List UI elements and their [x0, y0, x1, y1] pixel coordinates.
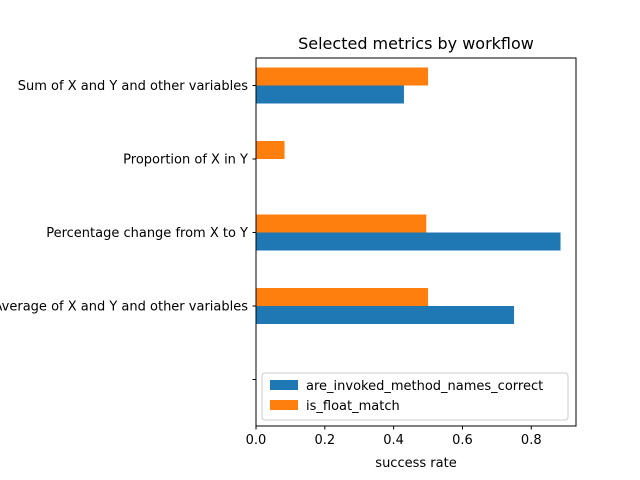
legend-label: are_invoked_method_names_correct: [306, 379, 543, 394]
x-tick-label: 0.0: [246, 433, 267, 448]
bar-is-float-match-3: [256, 288, 429, 306]
y-axis: Sum of X and Y and other variables Propor…: [0, 79, 256, 380]
x-axis: 0.0 0.2 0.4 0.6 0.8: [246, 426, 542, 448]
bar-are-invoked-method-names-correct-3: [256, 306, 515, 324]
bars-group: [256, 67, 561, 324]
legend-swatch: [270, 380, 298, 390]
x-tick-label: 0.4: [383, 433, 404, 448]
bar-are-invoked-method-names-correct-2: [256, 232, 561, 251]
bar-is-float-match-0: [256, 67, 429, 86]
x-tick-label: 0.8: [521, 433, 542, 448]
x-tick-label: 0.2: [314, 433, 335, 448]
x-axis-label: success rate: [375, 456, 456, 471]
chart-title: Selected metrics by workflow: [298, 34, 534, 53]
y-tick-label: Percentage change from X to Y: [46, 226, 248, 241]
plot-frame: [255, 57, 577, 427]
y-tick-label: Proportion of X in Y: [123, 153, 248, 168]
legend-box: [261, 372, 569, 421]
legend-swatch: [270, 400, 298, 410]
bar-is-float-match-1: [256, 141, 285, 159]
bar-is-float-match-2: [256, 214, 427, 233]
y-tick-label: Average of X and Y and other variables: [0, 300, 248, 315]
legend-label: is_float_match: [306, 399, 400, 414]
bar-are-invoked-method-names-correct-0: [256, 85, 404, 104]
y-tick-label: Sum of X and Y and other variables: [18, 79, 248, 94]
x-tick-label: 0.6: [452, 433, 473, 448]
legend: are_invoked_method_names_correct is_float…: [261, 372, 569, 421]
